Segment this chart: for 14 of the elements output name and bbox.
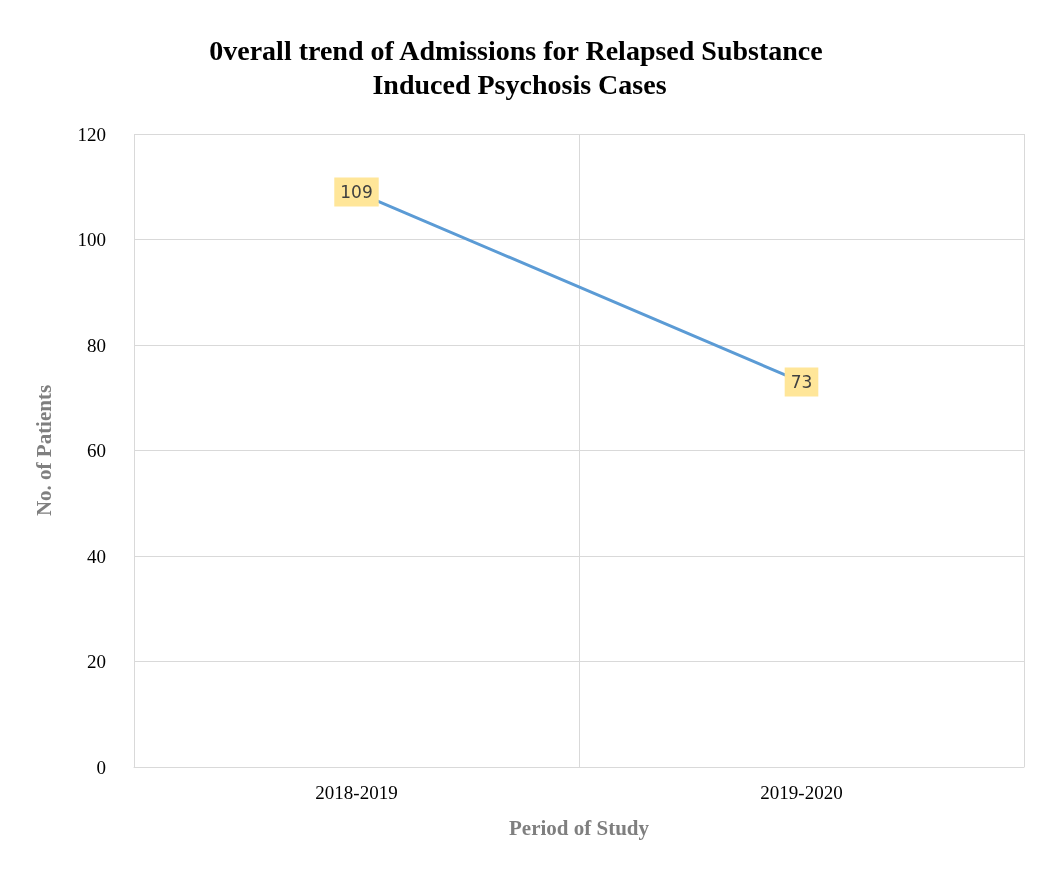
y-tick-label: 60	[87, 440, 106, 461]
y-tick-label: 80	[87, 334, 106, 356]
data-label: 73	[790, 371, 813, 392]
chart-title: 0verall trend of Admissions for Relapsed Substance Induced Psychosis Cases	[209, 34, 830, 100]
y-tick-label: 0	[96, 756, 106, 778]
y-tick-label: 120	[77, 123, 106, 145]
y-tick-label: 40	[87, 545, 106, 567]
y-axis-title: No. of Patients	[31, 384, 56, 517]
x-tick-label: 2018-2019	[315, 782, 398, 803]
x-tick-label: 2019-2020	[760, 782, 843, 803]
x-axis-title: Period of Study	[508, 815, 650, 840]
y-tick-label: 100	[77, 229, 106, 250]
y-tick-label: 20	[87, 651, 106, 672]
data-label: 109	[340, 182, 373, 203]
